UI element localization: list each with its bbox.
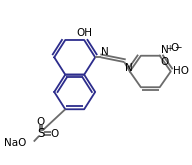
Text: NaO: NaO (3, 138, 26, 148)
Text: O: O (170, 43, 178, 53)
Text: OH: OH (76, 28, 92, 38)
Text: S: S (37, 127, 45, 140)
Text: +: + (166, 44, 173, 53)
Text: −: − (174, 42, 181, 51)
Text: N: N (125, 63, 133, 73)
Text: O: O (161, 57, 169, 67)
Text: HO: HO (173, 66, 189, 77)
Text: O: O (50, 129, 58, 139)
Text: N: N (102, 47, 109, 57)
Text: N: N (161, 45, 168, 55)
Text: O: O (37, 117, 45, 127)
